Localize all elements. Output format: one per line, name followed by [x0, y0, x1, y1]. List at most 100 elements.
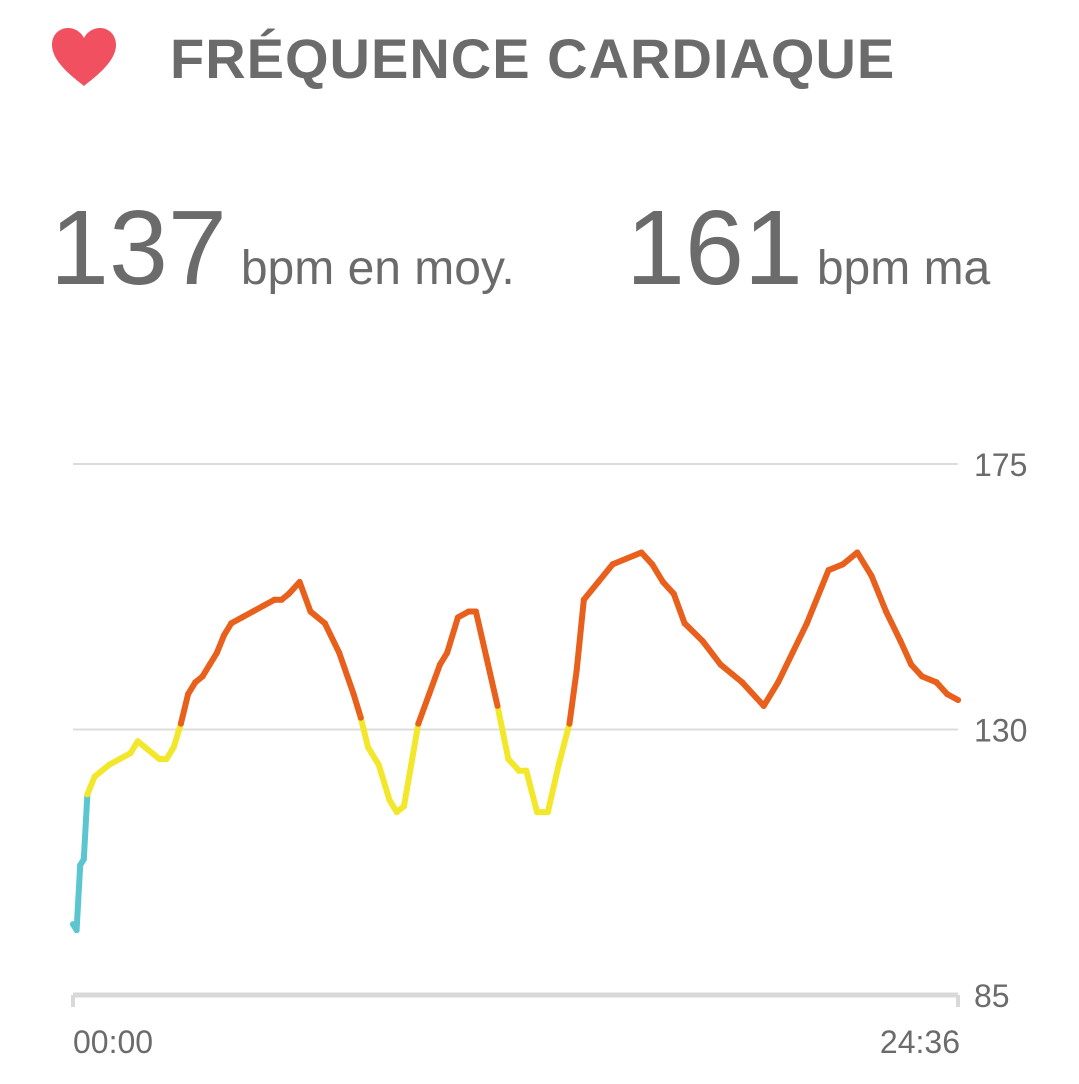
heart-rate-point	[580, 596, 587, 603]
heart-rate-point	[408, 761, 415, 768]
heart-rate-point	[818, 584, 825, 591]
heart-rate-point	[854, 549, 861, 556]
y-tick-label-85: 85	[974, 978, 1010, 1014]
heart-rate-segment	[444, 614, 461, 656]
heart-rate-segment	[415, 691, 433, 727]
heart-rate-point	[908, 661, 915, 668]
average-unit: bpm en moy.	[240, 242, 515, 295]
heart-rate-point	[105, 761, 112, 768]
average-value: 137	[50, 189, 227, 307]
heart-rate-segment	[803, 584, 825, 627]
heart-rate-segment	[573, 596, 587, 674]
heart-rate-point	[944, 691, 951, 698]
heart-rate-segment	[321, 620, 343, 656]
heart-rate-segment	[854, 549, 875, 580]
heart-rate-point	[555, 761, 562, 768]
heart-rate-segment	[839, 549, 861, 568]
heart-rate-segment	[818, 567, 832, 591]
heart-rate-point	[897, 638, 904, 644]
heart-rate-point	[883, 608, 890, 615]
heart-rate-point	[170, 744, 177, 751]
heart-rate-point	[465, 608, 472, 615]
heart-rate-point	[375, 761, 382, 768]
heart-rate-point	[73, 927, 80, 934]
heart-rate-point	[221, 632, 228, 639]
heart-rate-segment	[483, 655, 501, 709]
heart-rate-point	[717, 661, 724, 668]
heart-rate-point	[163, 756, 170, 762]
heart-rate-point	[415, 720, 422, 727]
heart-rate-point	[472, 608, 479, 615]
average-heart-rate: 137 bpm en moy.	[50, 188, 515, 329]
heart-rate-point	[516, 767, 523, 774]
heart-rate-point	[454, 614, 461, 621]
heart-rate-point	[365, 744, 371, 751]
heart-rate-point	[228, 620, 235, 627]
heart-rate-point	[249, 608, 256, 615]
heart-rate-segment	[307, 608, 328, 627]
heart-rate-point	[681, 620, 688, 627]
heart-rate-point	[177, 720, 184, 727]
heart-rate-point	[127, 750, 134, 757]
heart-rate-segment	[170, 720, 184, 751]
heart-rate-point	[760, 702, 767, 709]
heart-rate-segment	[400, 761, 415, 810]
heart-rate-point	[839, 561, 846, 568]
heart-rate-segment	[177, 691, 192, 727]
heart-rate-point	[156, 756, 163, 762]
heart-rate-segment	[80, 791, 91, 863]
heart-rate-segment	[555, 720, 573, 768]
heart-rate-point	[566, 720, 573, 727]
heart-rate-point	[699, 638, 706, 644]
heart-rate-segment	[375, 761, 393, 804]
heart-rate-point	[400, 803, 407, 810]
heart-rate-segment	[681, 620, 706, 644]
heart-rate-point	[80, 856, 87, 863]
heart-rate-segment	[408, 720, 422, 768]
heart-rate-segment	[73, 862, 84, 934]
header: FRÉQUENCE CARDIAQUE	[0, 0, 1079, 120]
heart-rate-point	[336, 649, 343, 656]
heart-rate-point	[436, 661, 443, 668]
heart-rate-point	[868, 573, 875, 580]
heart-rate-point	[955, 697, 961, 703]
heart-rate-point	[239, 614, 246, 621]
heart-rate-segment	[883, 608, 904, 644]
heart-rate-point	[444, 649, 451, 656]
heart-rate-segment	[670, 590, 688, 627]
heart-rate-point	[260, 602, 267, 609]
heart-rate-segment	[897, 638, 915, 668]
heart-rate-point	[789, 649, 796, 656]
heart-rate-segment	[472, 608, 490, 662]
heart-rate-segment	[84, 773, 98, 798]
heart-rate-segment	[739, 679, 767, 709]
heart-rate-point	[77, 862, 84, 869]
heart-rate-point	[739, 679, 746, 686]
heart-rate-point	[70, 921, 76, 928]
heart-rate-point	[483, 655, 490, 662]
heart-rate-segment	[494, 702, 512, 762]
heart-rate-point	[595, 579, 602, 585]
heart-rate-point	[573, 667, 580, 674]
heart-rate-point	[919, 673, 926, 680]
heart-rate-segment	[760, 679, 782, 709]
heart-rate-segment	[544, 761, 562, 816]
heart-rate-point	[285, 590, 292, 597]
x-tick-label-end: 24:36	[880, 1024, 960, 1060]
heart-rate-point	[649, 561, 656, 568]
heart-rate-point	[84, 791, 91, 798]
heart-rate-point	[199, 673, 206, 680]
heart-rate-point	[494, 702, 501, 709]
heart-rate-segment	[699, 638, 724, 668]
heart-rate-point	[624, 555, 631, 562]
heart-rate-point	[505, 756, 512, 762]
heart-rate-point	[426, 691, 433, 698]
heart-rate-point	[393, 809, 400, 816]
heart-rate-point	[534, 809, 541, 816]
page-title: FRÉQUENCE CARDIAQUE	[170, 27, 896, 90]
heart-rate-point	[609, 561, 616, 568]
heart-rate-segment	[357, 714, 371, 751]
max-heart-rate: 161 bpm ma	[626, 188, 1079, 329]
heart-rate-point	[307, 608, 314, 615]
